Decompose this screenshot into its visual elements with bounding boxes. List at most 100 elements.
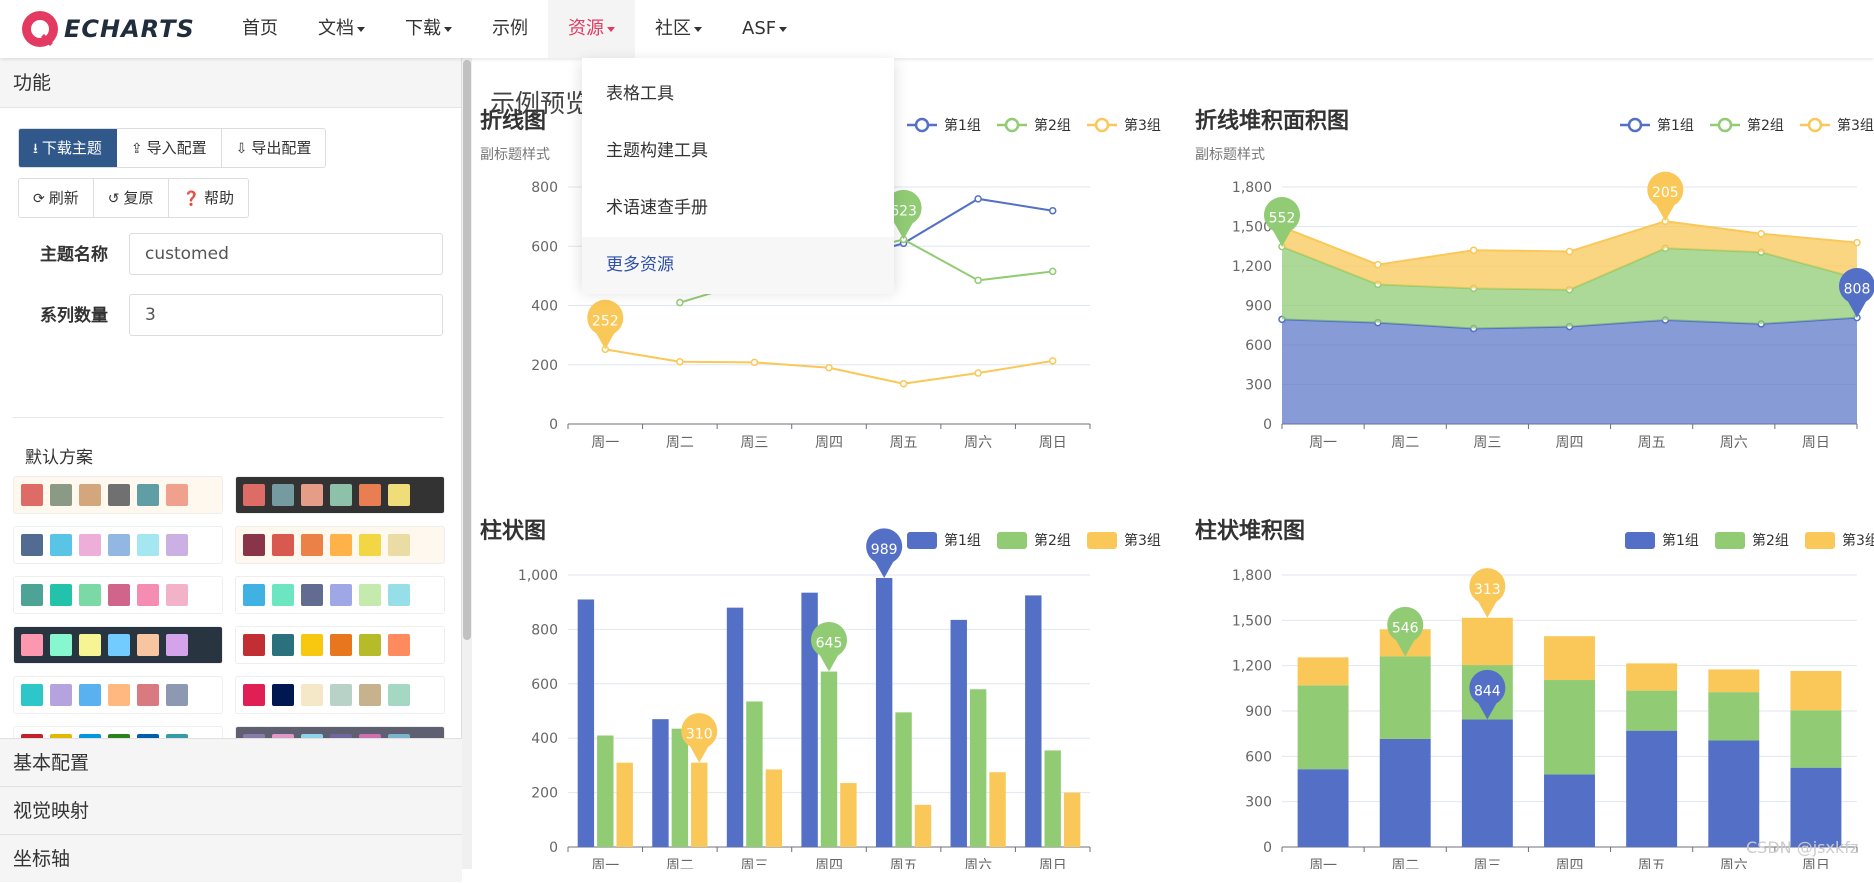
chart-title: 折线图: [480, 108, 546, 134]
x-tick-label: 周一: [1309, 858, 1337, 869]
x-tick-label: 周五: [1638, 435, 1666, 451]
dropdown-item-0[interactable]: 表格工具: [606, 84, 674, 104]
color-scheme-3[interactable]: [235, 526, 445, 564]
marker-pin: 808: [1839, 268, 1874, 318]
reset-button[interactable]: ↺ 复原: [93, 179, 169, 217]
x-tick-label: 周二: [1391, 435, 1419, 451]
y-tick-label: 800: [531, 622, 558, 638]
accordion-axis[interactable]: 坐标轴: [0, 834, 462, 882]
legend-symbol: [1094, 117, 1110, 133]
y-tick-label: 800: [531, 180, 558, 196]
color-scheme-0[interactable]: [13, 476, 223, 514]
theme-name-input[interactable]: customed: [129, 233, 443, 275]
series-count-row: 系列数量 3: [0, 294, 460, 338]
bar-2-2: [765, 769, 783, 847]
download-theme-button[interactable]: ⭳ 下载主题: [19, 129, 117, 167]
series-count-label: 系列数量: [40, 306, 108, 326]
nav-item-label: 社区: [655, 18, 691, 39]
nav-item-1[interactable]: 文档: [298, 0, 385, 58]
color-scheme-9[interactable]: [235, 676, 445, 714]
color-scheme-8[interactable]: [13, 676, 223, 714]
color-swatch: [243, 484, 265, 506]
color-swatch: [243, 584, 265, 606]
x-tick-label: 周日: [1039, 435, 1067, 451]
nav-item-0[interactable]: 首页: [222, 0, 298, 58]
dropdown-item-3[interactable]: 更多资源: [582, 237, 894, 294]
accordion-visual-map[interactable]: 视觉映射: [0, 786, 462, 834]
legend-swatch: [907, 532, 937, 549]
sidebar-header[interactable]: 功能: [0, 58, 461, 108]
marker-pin: 989: [866, 528, 903, 578]
color-scheme-1[interactable]: [235, 476, 445, 514]
color-swatch: [301, 684, 323, 706]
bar-2-0: [616, 762, 633, 847]
x-tick-label: 周六: [964, 435, 992, 451]
help-button[interactable]: ❓ 帮助: [168, 179, 248, 217]
x-tick-label: 周五: [1638, 858, 1666, 869]
legend-symbol: [1004, 117, 1020, 133]
legend-label: 第3组: [1837, 117, 1874, 134]
x-tick-label: 周六: [964, 858, 992, 869]
chart-subtitle: 副标题样式: [480, 147, 550, 163]
legend-label: 第3组: [1124, 532, 1161, 549]
nav-item-5[interactable]: 社区: [635, 0, 722, 58]
bar-1-0: [597, 735, 614, 847]
bar-1-4: [1626, 690, 1678, 731]
bar-chart: 柱状图 第1组 第2组 第3组 0 200 400 600 800 1,000 周一 周二 周三 周四 周五…: [480, 519, 1161, 869]
config-button-group: ⭳ 下载主题 ⇪ 导入配置 ⇩ 导出配置: [18, 128, 327, 168]
color-swatch: [21, 584, 43, 606]
legend-label: 第3组: [1124, 117, 1161, 134]
dropdown-item-1[interactable]: 主题构建工具: [606, 141, 708, 161]
data-point: [974, 276, 982, 285]
data-point: [1048, 357, 1057, 365]
bar-0-0: [1297, 769, 1349, 847]
nav-item-4[interactable]: 资源: [548, 0, 635, 58]
data-point: [825, 363, 833, 372]
sidebar-scrollbar[interactable]: [462, 58, 472, 869]
color-swatch: [108, 584, 130, 606]
nav-item-3[interactable]: 示例: [472, 0, 548, 58]
color-swatch: [359, 534, 381, 556]
marker-pin: 844: [1469, 669, 1506, 720]
marker-label: 252: [592, 313, 619, 329]
nav-item-6[interactable]: ASF: [722, 0, 807, 58]
bar-1-2: [746, 701, 763, 847]
export-config-button[interactable]: ⇩ 导出配置: [221, 129, 326, 167]
legend-item: 第1组: [907, 532, 981, 549]
series-count-input[interactable]: 3: [129, 294, 443, 336]
color-swatch: [79, 684, 101, 706]
x-tick-label: 周二: [666, 858, 694, 869]
accordion-basic-config[interactable]: 基本配置: [0, 738, 462, 786]
color-scheme-2[interactable]: [13, 526, 223, 564]
color-swatch: [50, 484, 72, 506]
scrollbar-thumb[interactable]: [463, 60, 471, 640]
marker-label: 313: [1474, 582, 1501, 598]
download-theme-label: 下载主题: [41, 139, 102, 157]
x-tick-label: 周二: [666, 435, 694, 451]
import-config-button[interactable]: ⇪ 导入配置: [116, 129, 222, 167]
y-tick-label: 1,000: [518, 568, 558, 584]
undo-icon: ↺: [107, 191, 120, 207]
legend-label: 第2组: [1034, 117, 1071, 134]
chart-legend: 第1组 第2组 第3组: [907, 117, 1161, 134]
y-tick-label: 600: [531, 677, 558, 693]
color-scheme-5[interactable]: [235, 576, 445, 614]
x-tick-label: 周日: [1039, 858, 1067, 869]
chart-legend: 第1组 第2组 第3组: [1625, 532, 1874, 549]
refresh-button[interactable]: ⟳ 刷新: [19, 179, 94, 217]
color-scheme-6[interactable]: [13, 626, 223, 664]
nav-item-2[interactable]: 下载: [385, 0, 472, 58]
bar-0-1: [652, 719, 669, 847]
color-scheme-7[interactable]: [235, 626, 445, 664]
bar-2-6: [1063, 792, 1081, 847]
bar-0-2: [1461, 719, 1513, 847]
y-tick-label: 1,800: [1232, 568, 1272, 584]
marker-pin-shape: [681, 713, 718, 763]
color-scheme-4[interactable]: [13, 576, 223, 614]
y-tick-label: 600: [1245, 749, 1272, 765]
data-point: [1469, 246, 1478, 254]
dropdown-item-2[interactable]: 术语速查手册: [606, 198, 708, 218]
echarts-logo[interactable]: ECHARTS: [20, 9, 195, 49]
main-nav: 首页 文档 下载 示例 资源 社区 ASF: [222, 0, 807, 58]
